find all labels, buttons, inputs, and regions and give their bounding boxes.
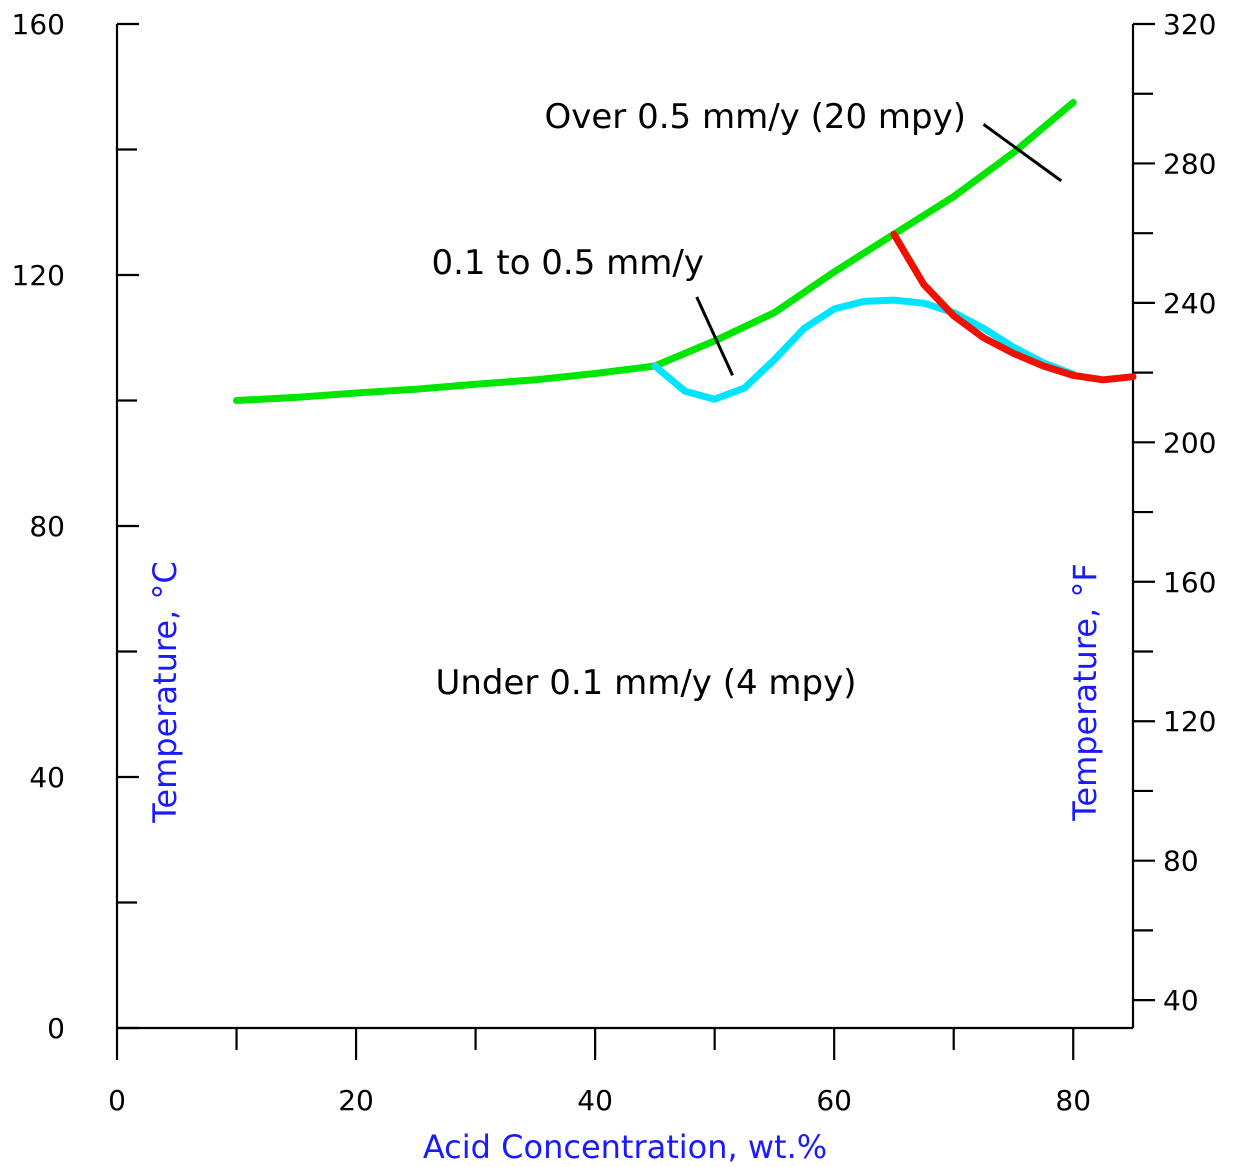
y2-tick-label: 160 — [1163, 566, 1216, 599]
y-tick-label: 0 — [47, 1012, 65, 1045]
y2-tick-label: 120 — [1163, 705, 1216, 738]
y-axis-label: Temperature, °C — [146, 561, 184, 823]
y2-axis-label: Temperature, °F — [1066, 563, 1104, 821]
annotation-under: Under 0.1 mm/y (4 mpy) — [435, 663, 856, 703]
y-tick-label: 160 — [12, 8, 65, 41]
x-tick-label: 80 — [1055, 1084, 1091, 1117]
y2-tick-label: 240 — [1163, 287, 1216, 320]
y-tick-label: 120 — [12, 259, 65, 292]
x-tick-label: 20 — [338, 1084, 374, 1117]
x-tick-label: 40 — [577, 1084, 613, 1117]
annotation-leader-2 — [695, 296, 734, 377]
tick-marks — [115, 22, 1155, 1060]
y2-tick-label: 80 — [1163, 845, 1199, 878]
y-tick-label: 80 — [29, 510, 65, 543]
y2-tick-label: 40 — [1163, 984, 1199, 1017]
annotation-leader-1 — [982, 123, 1063, 183]
annotation-over: Over 0.5 mm/y (20 mpy) — [544, 97, 966, 137]
annotation-mid: 0.1 to 0.5 mm/y — [431, 243, 704, 283]
annotation-leaders — [695, 123, 1063, 377]
x-tick-label: 60 — [816, 1084, 852, 1117]
y2-tick-label: 280 — [1163, 147, 1216, 180]
x-axis-label: Acid Concentration, wt.% — [423, 1128, 827, 1166]
y2-tick-label: 320 — [1163, 8, 1216, 41]
tick-labels: 0 20 40 60 80 0 40 80 120 160 40 80 120 160 200 240 280 3… — [12, 8, 1217, 1117]
y-tick-label: 40 — [29, 761, 65, 794]
series-group — [233, 98, 1137, 404]
series-line-2 — [651, 296, 1077, 403]
y2-tick-label: 200 — [1163, 426, 1216, 459]
series-line-3 — [890, 230, 1137, 384]
x-tick-label: 0 — [108, 1084, 126, 1117]
